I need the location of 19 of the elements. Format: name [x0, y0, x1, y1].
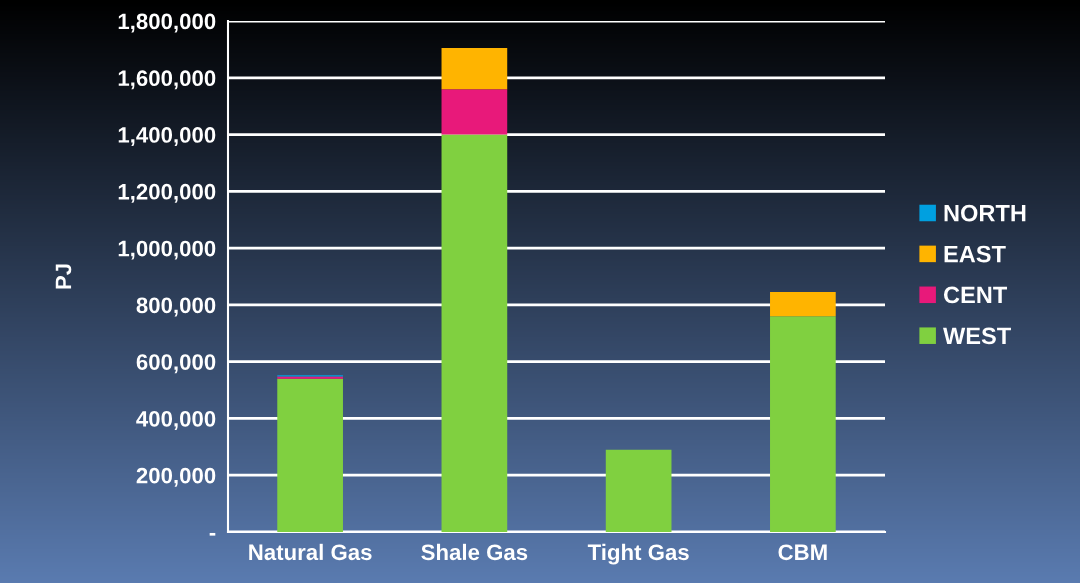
y-tick-label: - [209, 532, 216, 536]
legend-label: WEST [943, 327, 1011, 345]
x-tick-label: Natural Gas [249, 543, 372, 561]
y-tick-label: 800,000 [136, 297, 216, 317]
y-axis-title: PJ [55, 264, 72, 289]
x-tick-label: CBM [778, 544, 827, 561]
y-tick-label: 1,000,000 [118, 240, 216, 260]
y-tick-label: 600,000 [136, 354, 216, 374]
x-tick-label: Shale Gas [421, 543, 528, 561]
y-tick-label: 1,200,000 [118, 183, 216, 203]
legend-label: EAST [944, 245, 1006, 263]
x-tick-label: Tight Gas [587, 543, 689, 565]
y-tick-label: 1,600,000 [118, 70, 216, 90]
legend-label: CENT [943, 286, 1008, 304]
y-tick-label: 400,000 [136, 410, 216, 430]
y-tick-label: 200,000 [136, 467, 216, 487]
y-tick-label: 1,800,000 [118, 13, 216, 33]
y-tick-label: 1,400,000 [118, 127, 216, 147]
legend-label: NORTH [944, 204, 1026, 222]
